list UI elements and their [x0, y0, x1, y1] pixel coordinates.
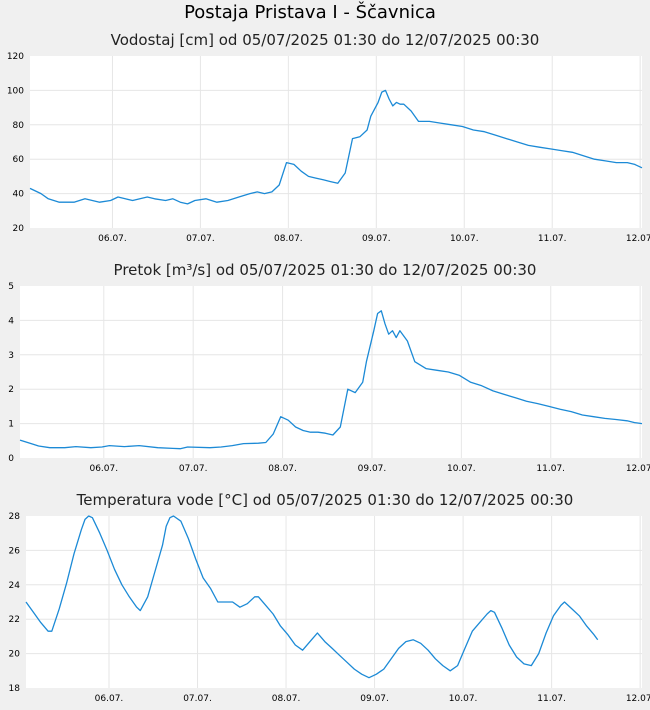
x-tick-label: 08.07.: [274, 234, 303, 244]
chart-title-temperature: Temperatura vode [°C] od 05/07/2025 01:3…: [76, 491, 574, 509]
x-tick-label: 07.07.: [186, 234, 215, 244]
x-tick-label: 08.07.: [272, 694, 301, 704]
y-tick-label: 26: [9, 546, 21, 556]
y-tick-label: 20: [13, 224, 25, 234]
chart-title-water-level: Vodostaj [cm] od 05/07/2025 01:30 do 12/…: [110, 31, 540, 49]
plot-area: [20, 286, 642, 458]
y-tick-label: 100: [7, 86, 24, 96]
y-tick-label: 3: [8, 351, 14, 361]
x-tick-label: 12.07.: [626, 694, 650, 704]
x-tick-label: 09.07.: [362, 234, 391, 244]
y-tick-label: 0: [8, 454, 14, 464]
plot-area: [30, 56, 642, 228]
y-tick-label: 4: [8, 316, 14, 326]
x-tick-label: 10.07.: [449, 694, 478, 704]
x-tick-label: 08.07.: [268, 464, 297, 474]
chart-water-level: 20 40 60 80 100 120 06.07. 07.07. 08.07. 09.07. 10…: [7, 52, 650, 244]
y-tick-label: 18: [9, 684, 21, 694]
x-tick-label: 12.07.: [626, 234, 650, 244]
x-tick-label: 10.07.: [447, 464, 476, 474]
y-tick-label: 20: [9, 650, 21, 660]
y-tick-label: 40: [13, 190, 25, 200]
y-tick-label: 28: [9, 512, 21, 522]
series-line: [29, 89, 643, 205]
chart-temperature: 18 20 22 24 26 28 06.07. 07.07. 08.07. 09.07. 10.0…: [9, 512, 650, 704]
x-tick-label: 06.07.: [89, 464, 118, 474]
x-tick-label: 09.07.: [358, 464, 387, 474]
x-tick-label: 09.07.: [360, 694, 389, 704]
y-tick-label: 120: [7, 52, 24, 62]
x-tick-label: 11.07.: [536, 464, 565, 474]
y-tick-label: 60: [13, 155, 25, 165]
y-tick-label: 5: [8, 282, 14, 292]
plot-area: [26, 516, 642, 688]
x-tick-label: 11.07.: [538, 234, 567, 244]
x-tick-label: 12.07.: [626, 464, 650, 474]
y-tick-label: 2: [8, 385, 14, 395]
series-line: [19, 310, 643, 450]
chart-title-discharge: Pretok [m³/s] od 05/07/2025 01:30 do 12/…: [113, 261, 537, 279]
y-tick-label: 22: [9, 615, 20, 625]
page-title: Postaja Pristava I - Ščavnica: [184, 2, 436, 23]
series-line: [25, 515, 599, 679]
x-tick-label: 07.07.: [183, 694, 212, 704]
y-tick-label: 80: [13, 121, 25, 131]
x-tick-label: 10.07.: [450, 234, 479, 244]
x-tick-label: 11.07.: [537, 694, 566, 704]
y-tick-label: 1: [8, 420, 14, 430]
chart-discharge: 0 1 2 3 4 5 06.07. 07.07. 08.07. 09.07. 10.07. 11.0…: [8, 282, 650, 474]
x-tick-label: 06.07.: [98, 234, 127, 244]
x-tick-label: 07.07.: [179, 464, 208, 474]
y-tick-label: 24: [9, 581, 21, 591]
x-tick-label: 06.07.: [95, 694, 124, 704]
